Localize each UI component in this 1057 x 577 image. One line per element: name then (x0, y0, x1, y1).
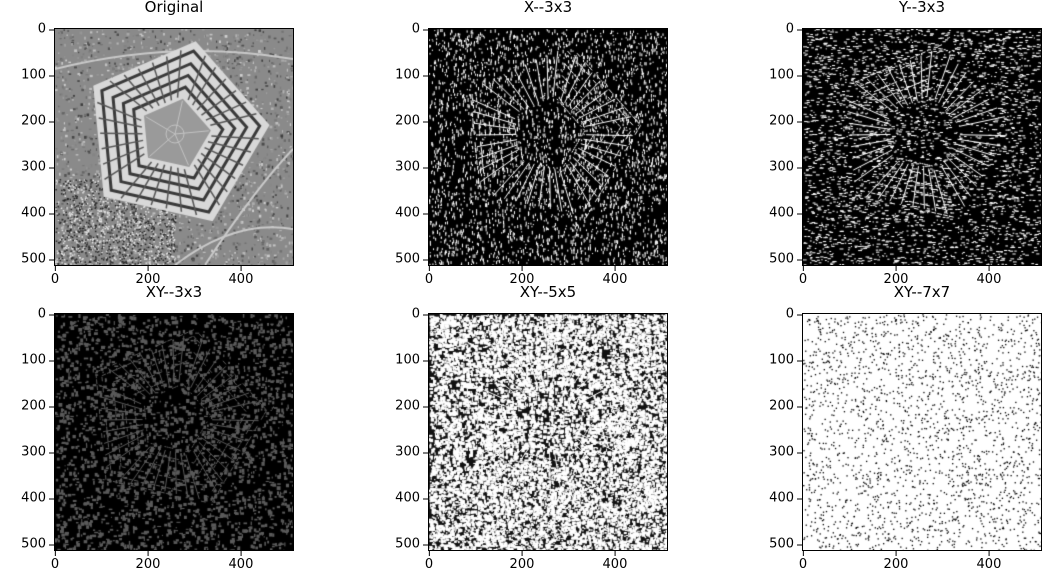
x-tick-label: 0 (799, 266, 807, 287)
image-xy-7x7 (802, 313, 1042, 551)
x-tick-label: 0 (799, 551, 807, 572)
y-tick-label: 200 (769, 399, 802, 414)
panel-title: XY--3x3 (145, 283, 203, 301)
y-tick-label: 100 (21, 68, 54, 83)
y-tick-label: 0 (38, 307, 55, 322)
x-tick-label: 400 (977, 551, 1001, 572)
y-tick-label: 100 (395, 353, 428, 368)
y-tick-label: 300 (21, 445, 54, 460)
y-tick-label: 400 (21, 491, 54, 506)
y-tick-label: 500 (395, 252, 428, 267)
y-tick-label: 300 (395, 445, 428, 460)
panel-title: XY--7x7 (893, 283, 951, 301)
y-tick-label: 400 (769, 491, 802, 506)
y-tick-label: 500 (769, 252, 802, 267)
y-tick-label: 200 (21, 114, 54, 129)
image-xy-3x3 (54, 313, 294, 551)
y-tick-label: 400 (21, 206, 54, 221)
x-tick-label: 0 (425, 551, 433, 572)
y-tick-label: 100 (769, 353, 802, 368)
x-tick-label: 200 (136, 266, 160, 287)
image-x-3x3 (428, 28, 668, 266)
y-tick-label: 300 (21, 160, 54, 175)
y-tick-label: 100 (395, 68, 428, 83)
y-tick-label: 300 (769, 160, 802, 175)
y-tick-label: 500 (21, 537, 54, 552)
x-tick-label: 400 (977, 266, 1001, 287)
panel-title: XY--5x5 (519, 283, 577, 301)
panel-xy-3x3: XY--3x3 0 100 200 300 400 500 0 200 400 (21, 283, 294, 572)
x-tick-label: 0 (425, 266, 433, 287)
panel-title: Original (144, 0, 204, 16)
y-tick-label: 200 (395, 399, 428, 414)
x-tick-label: 200 (510, 266, 534, 287)
panel-title: X--3x3 (523, 0, 573, 16)
panel-title: Y--3x3 (898, 0, 946, 16)
x-tick-label: 200 (510, 551, 534, 572)
x-tick-label: 400 (603, 266, 627, 287)
x-tick-label: 200 (136, 551, 160, 572)
image-y-3x3 (802, 28, 1042, 266)
y-tick-label: 500 (769, 537, 802, 552)
x-tick-label: 400 (603, 551, 627, 572)
y-tick-label: 0 (786, 307, 803, 322)
y-tick-label: 100 (21, 353, 54, 368)
y-tick-label: 300 (769, 445, 802, 460)
x-tick-label: 200 (884, 551, 908, 572)
y-tick-label: 0 (38, 22, 55, 37)
image-original (54, 28, 294, 266)
image-xy-5x5 (428, 313, 668, 551)
panel-xy-7x7: XY--7x7 0 100 200 300 400 500 0 200 400 (769, 283, 1042, 572)
y-tick-label: 500 (21, 252, 54, 267)
x-tick-label: 0 (51, 266, 59, 287)
panel-original: Original 0 100 200 300 400 500 0 200 400 (21, 0, 294, 287)
y-tick-label: 200 (769, 114, 802, 129)
y-tick-label: 100 (769, 68, 802, 83)
y-tick-label: 300 (395, 160, 428, 175)
y-tick-label: 0 (412, 307, 429, 322)
x-tick-label: 0 (51, 551, 59, 572)
panel-y-3x3: Y--3x3 0 100 200 300 400 500 0 200 400 (769, 0, 1042, 287)
y-tick-label: 400 (395, 491, 428, 506)
y-tick-label: 400 (769, 206, 802, 221)
x-tick-label: 400 (229, 266, 253, 287)
panel-xy-5x5: XY--5x5 0 100 200 300 400 500 0 200 400 (395, 283, 668, 572)
y-tick-label: 500 (395, 537, 428, 552)
x-tick-label: 400 (229, 551, 253, 572)
x-tick-label: 200 (884, 266, 908, 287)
y-tick-label: 200 (21, 399, 54, 414)
panel-x-3x3: X--3x3 0 100 200 300 400 500 0 200 400 (395, 0, 668, 287)
y-tick-label: 0 (786, 22, 803, 37)
y-tick-label: 0 (412, 22, 429, 37)
y-tick-label: 200 (395, 114, 428, 129)
y-tick-label: 400 (395, 206, 428, 221)
